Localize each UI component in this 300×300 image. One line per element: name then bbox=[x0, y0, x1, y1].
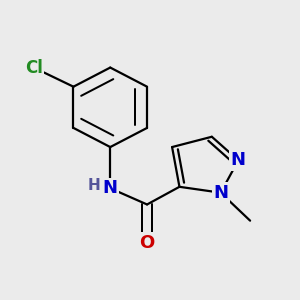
Text: O: O bbox=[140, 234, 155, 252]
Text: N: N bbox=[213, 184, 228, 202]
Text: H: H bbox=[88, 178, 100, 193]
Text: N: N bbox=[231, 151, 246, 169]
Text: Cl: Cl bbox=[25, 58, 43, 76]
Text: N: N bbox=[103, 179, 118, 197]
